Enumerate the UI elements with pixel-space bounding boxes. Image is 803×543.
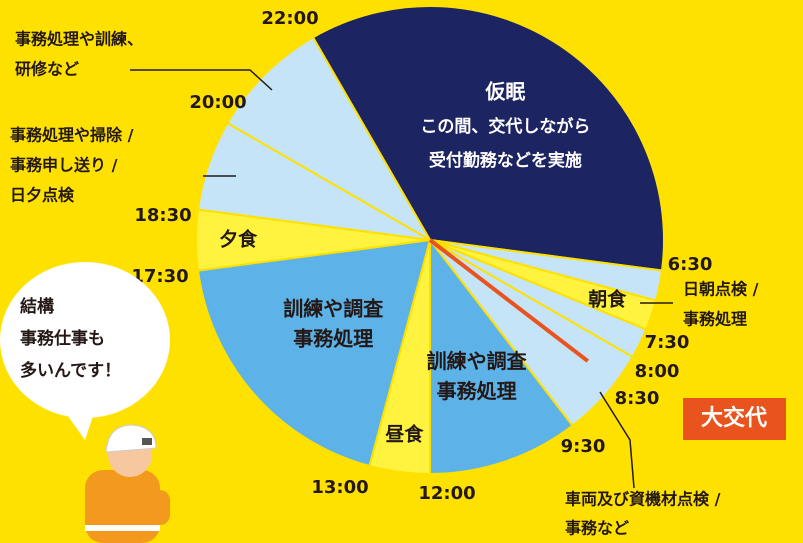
firefighter-illustration [85,425,170,543]
time-label: 9:30 [561,436,606,457]
note-text: 事務申し送り / [10,156,118,175]
leader-line [130,70,272,90]
handover-label: 大交代 [701,405,767,431]
note-text: 車両及び資機材点検 / [565,490,721,509]
bubble-text: 多いんです！ [20,360,121,381]
schedule-diagram: 22:00 20:00 18:30 17:30 13:00 12:00 9:30… [0,0,803,543]
schedule-pie [196,6,664,474]
time-label: 20:00 [189,92,246,113]
segment-label: この間、交代しながら [420,116,590,137]
note-text: 事務処理や掃除 / [10,126,134,145]
note-text: 研修など [15,60,79,79]
time-label: 8:00 [635,361,680,382]
note-text: 事務処理 [683,310,747,329]
segment-label: 受付勤務などを実施 [429,150,582,171]
segment-label: 訓練や調査 [427,349,527,373]
segment-label: 事務処理 [293,326,373,350]
time-label: 18:30 [134,205,191,226]
time-label: 22:00 [261,8,318,29]
time-label: 7:30 [645,332,690,353]
speech-tail [60,405,95,440]
note-text: 日夕点検 [10,186,75,205]
segment-label: 夕食 [219,228,258,251]
time-label: 13:00 [311,477,368,498]
segment-label: 朝食 [588,288,627,311]
segment-label: 訓練や調査 [283,296,383,320]
segment-label: 仮眠 [484,80,525,104]
segment-label: 事務処理 [437,379,517,403]
time-label: 6:30 [668,254,713,275]
time-label: 12:00 [418,483,475,504]
bubble-text: 結構 [20,296,54,317]
bubble-text: 事務仕事も [20,328,105,349]
note-text: 日朝点検 / [683,280,759,299]
note-text: 事務など [565,519,629,538]
note-text: 事務処理や訓練、 [15,30,143,49]
time-label: 8:30 [615,388,660,409]
segment-label: 昼食 [385,422,424,445]
